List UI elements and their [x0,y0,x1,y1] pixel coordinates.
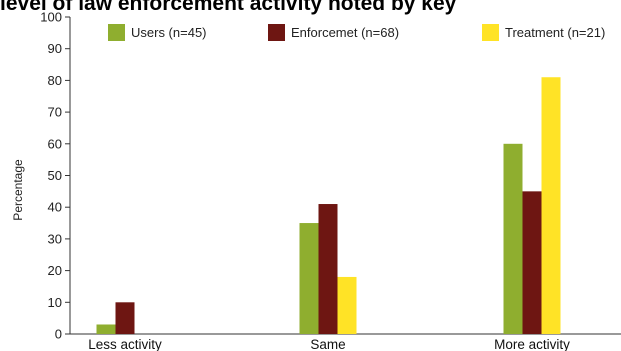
y-axis-ticks: 0 10 20 30 40 50 60 70 80 90 100 [40,10,70,342]
x-category-label: Same [310,337,345,351]
bar [337,276,357,334]
y-tick-label: 0 [55,327,62,342]
y-tick-label: 80 [48,73,62,88]
y-tick-label: 90 [48,41,62,56]
legend-swatch [108,24,125,41]
bar [503,143,523,334]
legend-label: Users (n=45) [131,25,207,40]
y-tick-label: 30 [48,231,62,246]
bar [115,302,135,334]
legend-swatch [482,24,499,41]
bar [299,223,319,334]
y-tick-label: 20 [48,263,62,278]
legend-swatch [268,24,285,41]
y-tick-label: 70 [48,105,62,120]
bars [96,77,561,334]
y-axis-label: Percentage [11,159,25,221]
y-tick-label: 100 [40,10,62,25]
x-axis-categories: Less activity Same More activity [88,337,570,351]
x-category-label: More activity [494,337,570,351]
bar [318,204,338,334]
x-category-label: Less activity [88,337,162,351]
legend: Users (n=45) Enforcemet (n=68) Treatment (… [108,24,605,41]
y-tick-label: 60 [48,136,62,151]
legend-label: Enforcemet (n=68) [291,25,399,40]
bar [96,324,116,334]
y-tick-label: 50 [48,168,62,183]
chart-title: level of law enforcement activity noted … [0,0,457,15]
y-tick-label: 40 [48,200,62,215]
bar [541,77,561,334]
legend-label: Treatment (n=21) [505,25,605,40]
bar [522,191,542,334]
y-tick-label: 10 [48,295,62,310]
